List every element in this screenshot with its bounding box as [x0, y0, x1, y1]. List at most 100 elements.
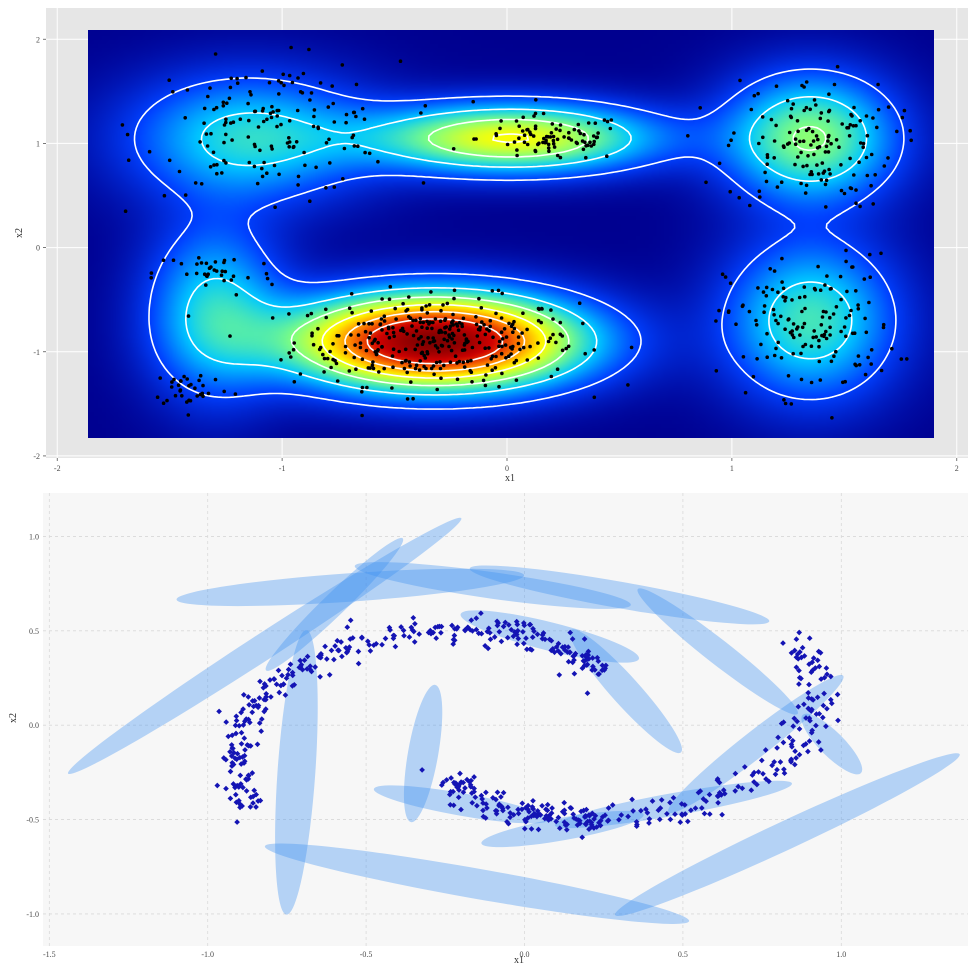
- spiral-data-point: [450, 802, 457, 809]
- density-data-point: [790, 329, 794, 333]
- density-data-point: [185, 377, 189, 381]
- density-data-point: [447, 333, 451, 337]
- density-data-point: [586, 143, 590, 148]
- density-data-point: [262, 160, 266, 165]
- spiral-data-point: [307, 663, 314, 670]
- density-data-point: [438, 328, 443, 333]
- density-data-point: [551, 138, 556, 143]
- density-data-point: [260, 69, 265, 73]
- spiral-data-point: [796, 751, 803, 758]
- density-data-point: [213, 52, 218, 56]
- density-data-point: [428, 340, 432, 345]
- density-data-point: [873, 173, 877, 177]
- spiral-data-point: [460, 789, 467, 796]
- density-data-point: [593, 121, 598, 125]
- density-data-point: [499, 330, 504, 335]
- density-data-point: [195, 394, 199, 398]
- density-data-point: [861, 141, 866, 146]
- spiral-data-point: [452, 780, 459, 786]
- density-data-point: [581, 147, 586, 152]
- spiral-data-point: [801, 701, 807, 708]
- density-x-tick-label: 2: [955, 464, 959, 473]
- density-data-point: [829, 286, 833, 291]
- density-data-point: [831, 312, 836, 316]
- density-data-point: [900, 115, 905, 120]
- spiral-data-point: [238, 729, 245, 736]
- density-data-point: [848, 156, 852, 161]
- density-data-point: [255, 181, 260, 186]
- spiral-data-point: [447, 801, 454, 808]
- density-data-point: [499, 351, 504, 356]
- density-data-point: [727, 309, 731, 313]
- spiral-data-point: [246, 719, 253, 726]
- spiral-data-point: [241, 735, 248, 742]
- density-data-point: [308, 98, 312, 102]
- density-data-point: [798, 139, 802, 144]
- density-data-point: [717, 161, 722, 166]
- density-data-point: [868, 252, 872, 257]
- spiral-data-point: [633, 823, 640, 830]
- spiral-data-point: [507, 810, 514, 816]
- density-data-point: [193, 386, 197, 391]
- spiral-data-point: [542, 636, 548, 643]
- density-data-point: [279, 358, 283, 362]
- density-data-point: [783, 401, 788, 406]
- density-data-point: [765, 331, 769, 336]
- density-data-point: [360, 385, 365, 390]
- spiral-data-point: [249, 770, 256, 776]
- spiral-data-point: [244, 742, 251, 748]
- spiral-y-tick-label: 0.0: [29, 721, 39, 730]
- density-data-point: [515, 148, 519, 152]
- density-data-point: [844, 316, 848, 320]
- density-data-point: [811, 335, 815, 340]
- spiral-data-point: [812, 665, 819, 671]
- density-data-point: [367, 151, 372, 156]
- density-data-point: [431, 320, 435, 325]
- spiral-data-point: [796, 726, 803, 732]
- density-data-point: [498, 126, 502, 131]
- spiral-data-point: [597, 817, 604, 824]
- density-data-point: [379, 317, 384, 321]
- spiral-data-point: [807, 717, 813, 724]
- spiral-data-point: [276, 689, 283, 696]
- density-data-point: [279, 122, 283, 127]
- density-data-point: [818, 288, 823, 293]
- density-data-point: [199, 182, 204, 186]
- density-data-point: [410, 324, 414, 328]
- spiral-data-point: [469, 628, 476, 634]
- density-data-point: [789, 106, 794, 111]
- density-data-point: [482, 323, 486, 327]
- density-data-point: [858, 204, 862, 209]
- density-data-point: [856, 303, 860, 307]
- density-data-point: [316, 125, 320, 129]
- spiral-data-point: [359, 635, 365, 641]
- spiral-data-point: [789, 743, 795, 750]
- spiral-data-point: [523, 818, 529, 825]
- density-data-point: [819, 111, 824, 115]
- density-data-point: [179, 261, 184, 266]
- density-data-point: [282, 83, 286, 88]
- density-data-point: [698, 106, 702, 110]
- density-data-point: [270, 282, 274, 287]
- spiral-data-point: [732, 788, 739, 794]
- density-data-point: [316, 326, 320, 331]
- density-data-point: [185, 272, 189, 277]
- spiral-data-point: [297, 657, 304, 664]
- density-data-point: [167, 158, 172, 163]
- density-data-point: [462, 365, 467, 369]
- density-data-point: [747, 309, 752, 314]
- density-data-point: [307, 47, 311, 52]
- density-data-point: [390, 354, 395, 358]
- density-data-point: [817, 344, 821, 349]
- gaussian-ellipse: [265, 537, 404, 671]
- spiral-data-point: [572, 650, 579, 657]
- density-data-point: [411, 333, 416, 338]
- density-data-point: [324, 307, 328, 312]
- density-data-point: [816, 172, 821, 176]
- spiral-data-point: [618, 812, 625, 818]
- spiral-data-point: [806, 738, 813, 744]
- density-data-point: [462, 348, 467, 352]
- density-data-point: [391, 365, 395, 370]
- density-data-point: [120, 123, 125, 127]
- spiral-data-point: [532, 811, 539, 818]
